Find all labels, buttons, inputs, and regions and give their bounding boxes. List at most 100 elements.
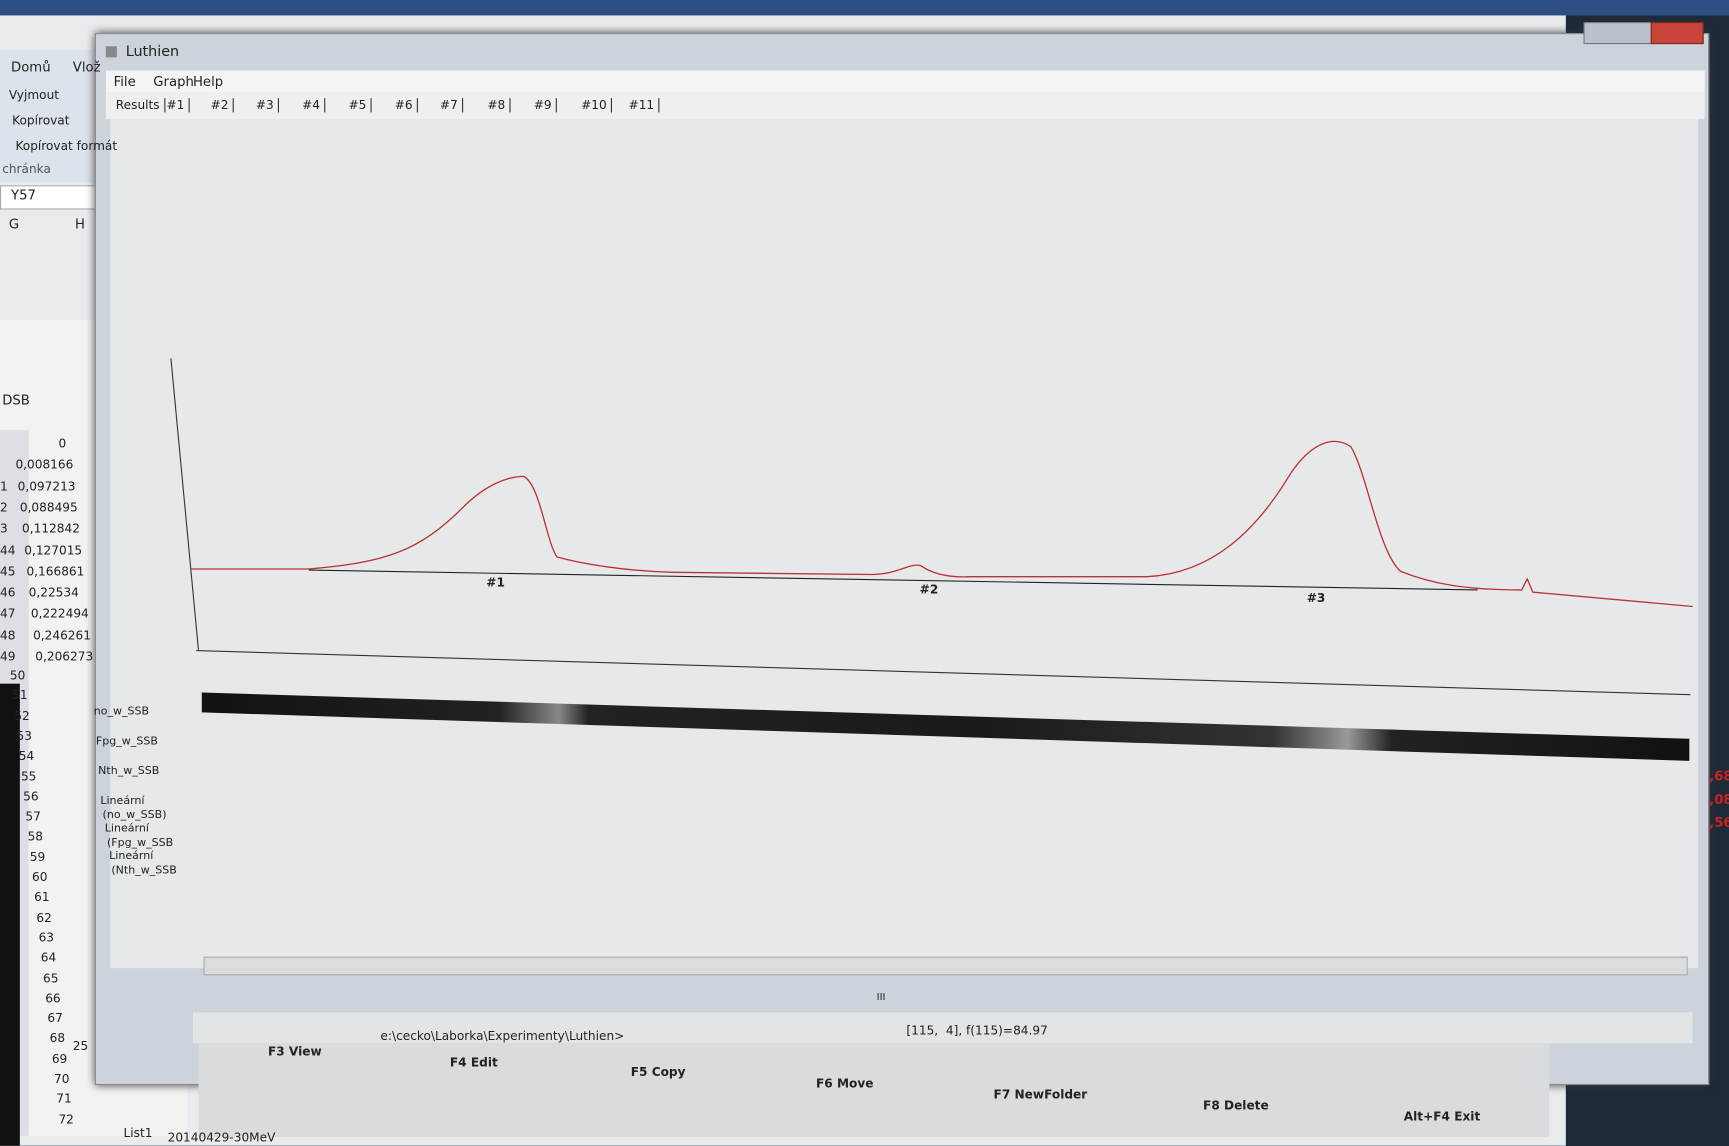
axis-label: 25 xyxy=(72,1038,89,1054)
clipboard-group: chránka xyxy=(2,162,51,177)
row-number: 69 xyxy=(51,1051,68,1066)
row-number: 55 xyxy=(20,769,37,784)
row-number: 3 xyxy=(0,521,8,537)
legend-entry: (no_w_SSB) xyxy=(102,808,167,821)
baseline xyxy=(308,569,1478,591)
title-icon xyxy=(105,46,117,58)
row-number: 63 xyxy=(38,930,55,945)
cell-value: 0,222494 xyxy=(30,606,89,622)
tab[interactable]: #2 xyxy=(211,98,235,113)
peak-label: #3 xyxy=(1306,591,1326,606)
row-number: 61 xyxy=(34,890,50,905)
row-number: 66 xyxy=(45,991,61,1006)
cell-value: 0,246261 xyxy=(33,628,91,643)
tab[interactable]: #7 xyxy=(440,98,464,113)
function-key[interactable]: F4 Edit xyxy=(449,1055,498,1070)
intensity-strip xyxy=(201,692,1690,761)
tab[interactable]: #11 xyxy=(629,98,660,113)
tab[interactable]: Results xyxy=(116,98,166,113)
status-bar xyxy=(192,1012,1693,1044)
row-number: 68 xyxy=(49,1031,66,1046)
window-title: Luthien xyxy=(125,44,180,61)
function-key[interactable]: Alt+F4 Exit xyxy=(1403,1109,1481,1124)
ribbon-tab[interactable]: Vlož xyxy=(72,59,101,75)
legend-entry: Nth_w_SSB xyxy=(98,765,160,778)
row-number: 71 xyxy=(56,1092,72,1107)
function-key[interactable]: F3 View xyxy=(267,1044,322,1059)
spectrum xyxy=(190,440,1693,608)
menu-item[interactable]: Graph xyxy=(153,73,194,90)
legend-entry: no_w_SSB xyxy=(93,705,150,718)
row-number: 59 xyxy=(29,849,46,865)
row-number: 50 xyxy=(9,668,26,683)
menu-item[interactable]: File xyxy=(113,73,136,90)
tab-bar xyxy=(105,92,1705,120)
cell-value: 0,127015 xyxy=(24,543,83,558)
plot-area xyxy=(110,119,1699,969)
function-key[interactable]: F7 NewFolder xyxy=(993,1087,1088,1102)
row-number: 54 xyxy=(18,748,35,764)
row-number: 46 xyxy=(0,585,16,600)
function-key[interactable]: F8 Delete xyxy=(1203,1098,1269,1113)
legend-entry: Lineární xyxy=(104,822,149,835)
row-number: 57 xyxy=(25,809,41,824)
cell-ref-box xyxy=(0,185,113,210)
cell-value: 0,112842 xyxy=(22,521,80,537)
sheet-tab[interactable]: List1 xyxy=(123,1125,153,1141)
cell-value: 0,008166 xyxy=(15,457,74,473)
taskbar xyxy=(0,0,1729,16)
tab[interactable]: #6 xyxy=(395,98,419,113)
cell-value: 0,206273 xyxy=(35,649,94,664)
row-number: 53 xyxy=(16,728,32,744)
tab[interactable]: #1 xyxy=(167,98,190,113)
row-number: 52 xyxy=(14,708,30,723)
sheet-tab[interactable]: 20140429-30MeV xyxy=(167,1130,276,1145)
row-number: 49 xyxy=(0,649,16,664)
row-number: 58 xyxy=(27,829,44,844)
legend-entry: Lineární xyxy=(100,795,145,808)
scrollbar[interactable] xyxy=(203,956,1688,976)
y-axis xyxy=(170,358,200,651)
tab[interactable]: #9 xyxy=(534,98,558,113)
row-number: 56 xyxy=(23,789,39,804)
peak-label: #1 xyxy=(486,575,505,590)
row-number: 1 xyxy=(0,479,8,494)
desktop-strip xyxy=(0,683,20,1146)
row-number: 47 xyxy=(0,606,16,622)
row-number: 62 xyxy=(36,910,52,925)
clipboard-item[interactable]: Kopírovat xyxy=(12,113,70,128)
clipboard-item[interactable]: Kopírovat formát xyxy=(15,138,118,154)
menu-bar xyxy=(105,70,1705,93)
function-key[interactable]: F5 Copy xyxy=(630,1065,686,1080)
cell-value: 0,088495 xyxy=(19,500,78,515)
cell-value: 0,22534 xyxy=(28,585,79,600)
row-number: 67 xyxy=(47,1011,63,1026)
cell-value: 0,166861 xyxy=(26,564,85,579)
row-number: 65 xyxy=(43,970,59,986)
row-number: 72 xyxy=(58,1112,74,1127)
ribbon-tab[interactable]: Domů xyxy=(11,59,51,75)
sheet-header: DSB xyxy=(2,392,30,408)
row-number: 44 xyxy=(0,543,16,558)
x-axis xyxy=(196,650,1691,696)
row-number: 2 xyxy=(0,500,8,515)
peak-label: #2 xyxy=(919,582,939,597)
scroll-mark: III xyxy=(876,992,886,1004)
cell-value: 0 xyxy=(58,436,67,452)
status-text: [115, 4], f(115)=84.97 xyxy=(906,1023,1048,1038)
tab[interactable]: #8 xyxy=(487,98,511,113)
overflow-value: ,08 xyxy=(1709,791,1729,808)
tab[interactable]: #4 xyxy=(302,98,326,113)
menu-item[interactable]: Help xyxy=(192,73,224,90)
function-key[interactable]: F6 Move xyxy=(815,1076,874,1091)
legend-entry: Lineární xyxy=(109,850,154,863)
tab[interactable]: #10 xyxy=(581,98,613,113)
tab[interactable]: #3 xyxy=(256,98,280,113)
clipboard-item[interactable]: Vyjmout xyxy=(8,88,60,103)
tab[interactable]: #5 xyxy=(348,98,372,113)
close-button[interactable] xyxy=(1650,22,1704,45)
column-header: G xyxy=(8,216,20,232)
